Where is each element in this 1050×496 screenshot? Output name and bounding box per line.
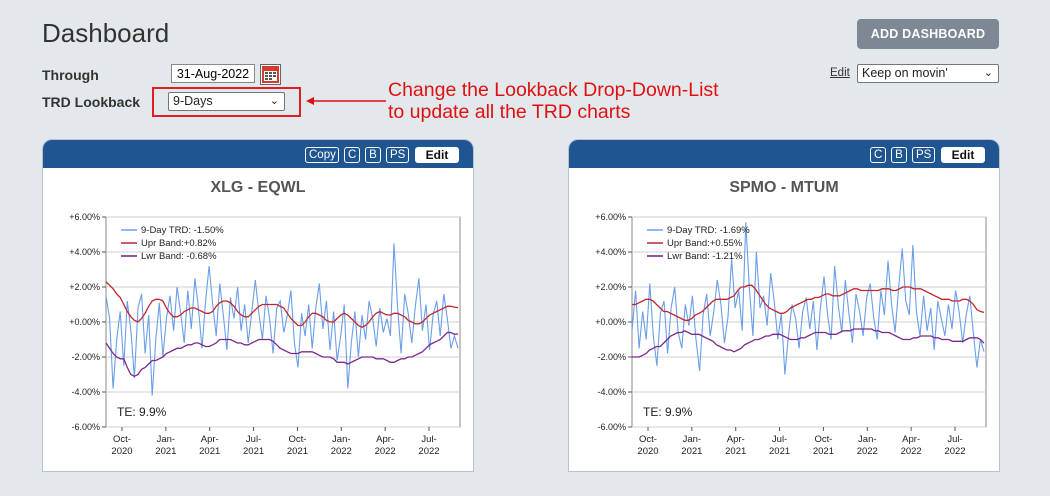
y-tick-label: +2.00% — [69, 282, 100, 292]
trd-chart: XLG - EQWL +6.00% +4.00% +2.00% +0.00% -2.00%… — [69, 179, 461, 457]
y-tick-label: +4.00% — [69, 247, 100, 257]
x-tick-label-month: Apr- — [376, 434, 394, 445]
y-tick-label: -6.00% — [597, 422, 626, 432]
chevron-down-icon: ⌄ — [269, 95, 279, 107]
series-line-1 — [631, 222, 985, 375]
legend-entry: 9-Day TRD: -1.50% — [141, 225, 224, 236]
ps-button[interactable]: PS — [912, 147, 935, 163]
te-label: TE: 9.9% — [117, 405, 167, 419]
x-tick-label-year: 2020 — [637, 446, 658, 457]
annotation-arrow — [306, 97, 386, 105]
card-header: Copy C B PS Edit — [43, 140, 473, 168]
x-tick-label-year: 2022 — [331, 446, 352, 457]
x-tick-label-month: Jan- — [683, 434, 701, 445]
x-tick-label-month: Jul- — [947, 434, 962, 445]
trd-chart: SPMO - MTUM +6.00% +4.00% +2.00% +0.00% -2.00… — [595, 179, 987, 457]
y-tick-label: +0.00% — [595, 317, 626, 327]
te-label: TE: 9.9% — [643, 405, 693, 419]
y-tick-label: -4.00% — [71, 387, 100, 397]
y-tick-label: +6.00% — [69, 212, 100, 222]
c-button[interactable]: C — [344, 147, 360, 163]
x-tick-label-year: 2022 — [944, 446, 965, 457]
x-tick-label-year: 2021 — [155, 446, 176, 457]
chart-title: XLG - EQWL — [210, 179, 305, 196]
calendar-icon — [262, 66, 279, 83]
x-tick-label-month: Jul- — [246, 434, 261, 445]
y-tick-label: +0.00% — [69, 317, 100, 327]
x-tick-label-year: 2021 — [199, 446, 220, 457]
annotation-line-2: to update all the TRD charts — [388, 101, 631, 123]
y-tick-label: +4.00% — [595, 247, 626, 257]
lookback-highlight-box — [152, 87, 301, 117]
y-tick-label: +6.00% — [595, 212, 626, 222]
edit-button[interactable]: Edit — [415, 147, 459, 163]
legend-entry: Upr Band:+0.55% — [667, 238, 743, 249]
series-line-3 — [105, 331, 459, 378]
lookback-select[interactable]: 9-Days ⌄ — [168, 92, 285, 111]
lookback-select-value: 9-Days — [173, 94, 213, 108]
legend-entry: 9-Day TRD: -1.69% — [667, 225, 750, 236]
y-tick-label: -2.00% — [71, 352, 100, 362]
x-tick-label-year: 2022 — [418, 446, 439, 457]
dashboard-select-value: Keep on movin' — [862, 66, 948, 80]
x-tick-label-year: 2021 — [813, 446, 834, 457]
x-tick-label-month: Jul- — [421, 434, 436, 445]
ps-button[interactable]: PS — [386, 147, 409, 163]
chart-title: SPMO - MTUM — [729, 179, 838, 196]
x-tick-label-month: Apr- — [201, 434, 219, 445]
x-tick-label-year: 2021 — [681, 446, 702, 457]
y-tick-label: +2.00% — [595, 282, 626, 292]
x-tick-label-month: Oct- — [639, 434, 657, 445]
dashboard-select[interactable]: Keep on movin' ⌄ — [857, 64, 999, 83]
legend-entry: Upr Band:+0.82% — [141, 238, 217, 249]
series-line-2 — [632, 284, 985, 321]
x-tick-label-year: 2022 — [857, 446, 878, 457]
x-tick-label-month: Oct- — [113, 434, 131, 445]
c-button[interactable]: C — [870, 147, 886, 163]
y-tick-label: -4.00% — [597, 387, 626, 397]
page-title: Dashboard — [42, 18, 170, 48]
x-tick-label-month: Oct- — [288, 434, 306, 445]
edit-button[interactable]: Edit — [941, 147, 985, 163]
b-button[interactable]: B — [891, 147, 907, 163]
through-label: Through — [42, 67, 99, 83]
x-tick-label-month: Apr- — [727, 434, 745, 445]
card-header: C B PS Edit — [569, 140, 999, 168]
annotation-line-1: Change the Lookback Drop-Down-List — [388, 79, 719, 101]
x-tick-label-month: Jan- — [858, 434, 876, 445]
y-tick-label: -2.00% — [597, 352, 626, 362]
lookback-label: TRD Lookback — [42, 94, 141, 110]
calendar-button[interactable] — [260, 64, 281, 85]
add-dashboard-button[interactable]: ADD DASHBOARD — [857, 19, 999, 49]
x-tick-label-year: 2022 — [375, 446, 396, 457]
x-tick-label-year: 2021 — [287, 446, 308, 457]
x-tick-label-year: 2021 — [769, 446, 790, 457]
x-tick-label-year: 2021 — [243, 446, 264, 457]
y-tick-label: -6.00% — [71, 422, 100, 432]
x-tick-label-month: Jan- — [157, 434, 175, 445]
dashboard-edit-link[interactable]: Edit — [830, 67, 850, 79]
legend-entry: Lwr Band: -1.21% — [667, 251, 743, 262]
x-tick-label-year: 2021 — [725, 446, 746, 457]
series-line-1 — [105, 243, 459, 396]
x-tick-label-month: Jul- — [772, 434, 787, 445]
series-line-2 — [105, 281, 459, 329]
copy-button[interactable]: Copy — [305, 147, 339, 163]
annotation-text: Change the Lookback Drop-Down-List to up… — [388, 79, 719, 123]
chart-card-2: C B PS Edit SPMO - MTUM +6.00% +4.00% +2.00… — [568, 139, 1000, 472]
x-tick-label-month: Apr- — [902, 434, 920, 445]
x-tick-label-month: Jan- — [332, 434, 350, 445]
x-tick-label-year: 2022 — [901, 446, 922, 457]
x-tick-label-year: 2020 — [111, 446, 132, 457]
b-button[interactable]: B — [365, 147, 381, 163]
chevron-down-icon: ⌄ — [983, 67, 993, 79]
chart-card-1: Copy C B PS Edit XLG - EQWL +6.00% +4.00% +… — [42, 139, 474, 472]
series-line-3 — [632, 328, 985, 358]
legend-entry: Lwr Band: -0.68% — [141, 251, 217, 262]
x-tick-label-month: Oct- — [814, 434, 832, 445]
through-date-input[interactable] — [171, 64, 255, 83]
